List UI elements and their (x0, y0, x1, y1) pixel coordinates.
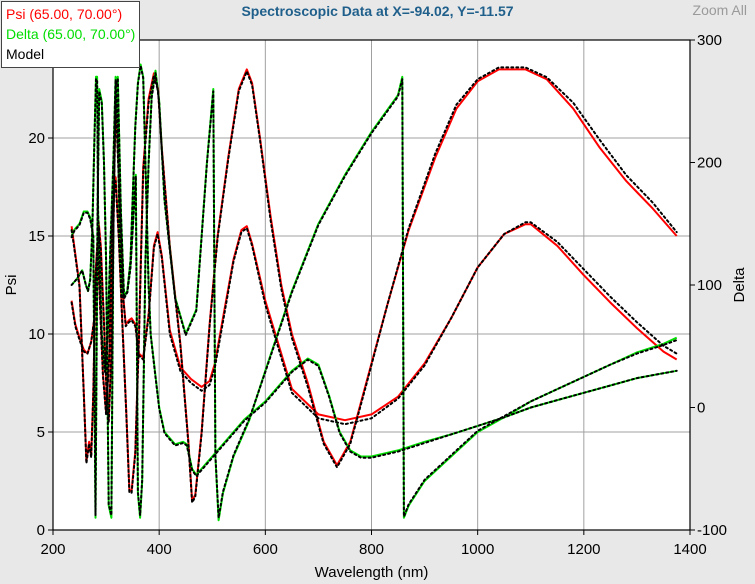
y2-axis-label: Delta (731, 267, 748, 303)
chart-title: Spectroscopic Data at X=-94.02, Y=-11.57 (241, 3, 514, 19)
model-series-line (70, 64, 678, 478)
y2-tick-label: -100 (697, 522, 727, 539)
y2-tick-label: 200 (697, 155, 722, 172)
y2-tick-label: 0 (697, 400, 705, 417)
x-axis-label: Wavelength (nm) (315, 564, 429, 581)
legend-entry-model: Model (6, 46, 45, 62)
y-tick-label: 0 (37, 522, 45, 539)
x-tick-label: 1200 (567, 541, 600, 558)
y-tick-label: 5 (37, 424, 45, 441)
zoom-all-button[interactable]: Zoom All (692, 2, 747, 18)
model-series-line (70, 97, 678, 426)
y2-tick-label: 100 (697, 277, 722, 294)
x-tick-label: 400 (147, 541, 172, 558)
legend-entry-psi: Psi (65.00, 70.00°) (6, 6, 123, 22)
x-tick-label: 1400 (673, 541, 706, 558)
legend: Psi (65.00, 70.00°) Delta (65.00, 70.00°… (1, 1, 141, 68)
y-axis-label: Psi (3, 275, 20, 296)
x-tick-label: 600 (253, 541, 278, 558)
y-tick-label: 10 (28, 326, 45, 343)
x-tick-label: 1000 (461, 541, 494, 558)
legend-entry-delta: Delta (65.00, 70.00°) (6, 26, 136, 42)
tick-labels: 200 400 600 800 1000 1200 1400 0 5 10 15 20 -100 0 100… (28, 32, 727, 558)
x-tick-label: 200 (40, 541, 65, 558)
y-tick-label: 15 (28, 228, 45, 245)
y-tick-label: 20 (28, 130, 45, 147)
series-group (70, 63, 678, 522)
model-series-line (70, 66, 678, 504)
x-tick-label: 800 (359, 541, 384, 558)
model-series-line (70, 72, 678, 519)
y2-tick-label: 300 (697, 32, 722, 49)
